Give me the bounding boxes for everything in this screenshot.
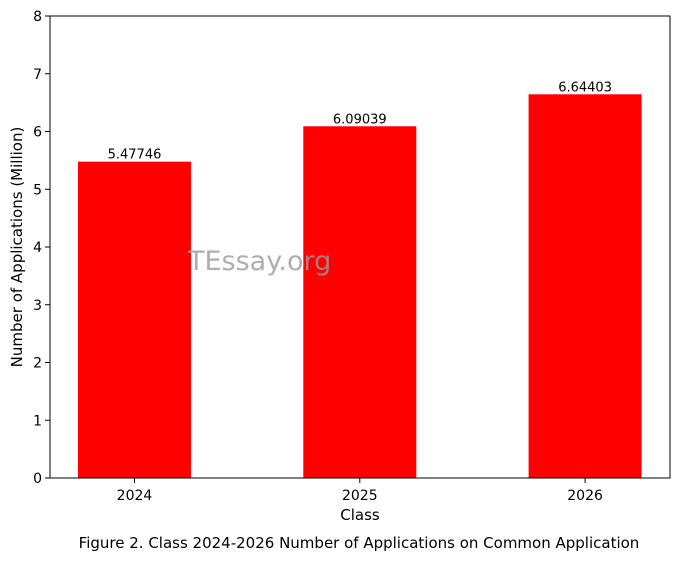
watermark: TEssay.org [187,246,331,277]
y-axis-ticks: 0 1 2 3 4 5 6 7 8 [33,9,50,487]
bar-2025 [303,126,417,479]
x-tick-label: 2025 [342,488,378,504]
y-tick-label: 0 [33,471,42,487]
y-tick-label: 3 [33,298,42,314]
bar-2026 [528,94,642,479]
y-tick-label: 4 [33,240,42,256]
data-labels-layer: 5.47746 6.09039 6.64403 [108,80,612,162]
x-axis-label: Class [340,506,380,524]
y-tick-label: 7 [33,67,42,83]
x-tick-label: 2024 [117,488,153,504]
data-label-2025: 6.09039 [333,112,387,127]
x-tick-label: 2026 [567,488,603,504]
y-tick-label: 8 [33,9,42,25]
data-label-2024: 5.47746 [108,148,162,163]
y-tick-label: 5 [33,182,42,198]
bars-layer [78,94,642,479]
y-axis-label: Number of Applications (Million) [8,127,26,368]
x-axis-ticks: 2024 2025 2026 [117,478,603,504]
y-tick-label: 2 [33,356,42,372]
figure-caption: Figure 2. Class 2024-2026 Number of Appl… [79,534,640,552]
bar-2024 [78,161,191,478]
y-tick-label: 6 [33,125,42,141]
y-tick-label: 1 [33,413,42,429]
data-label-2026: 6.64403 [558,80,612,95]
